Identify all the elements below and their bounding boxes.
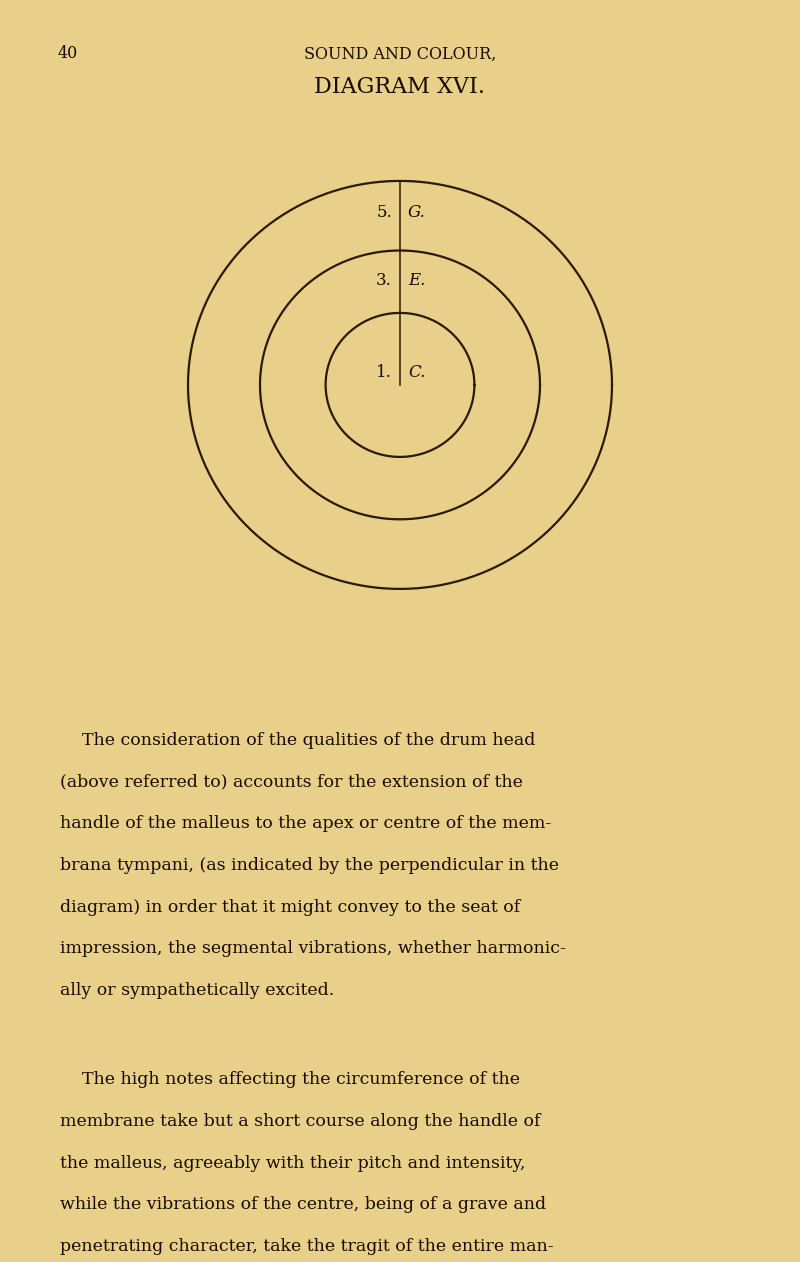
Text: penetrating character, take the tragit of the entire man-: penetrating character, take the tragit o… [60, 1238, 554, 1254]
Text: C.: C. [408, 365, 426, 381]
Text: diagram) in order that it might convey to the seat of: diagram) in order that it might convey t… [60, 899, 520, 915]
Text: while the vibrations of the centre, being of a grave and: while the vibrations of the centre, bein… [60, 1196, 546, 1213]
Text: membrane take but a short course along the handle of: membrane take but a short course along t… [60, 1113, 541, 1129]
Text: The consideration of the qualities of the drum head: The consideration of the qualities of th… [60, 732, 535, 748]
Text: 40: 40 [58, 45, 78, 62]
Text: impression, the segmental vibrations, whether harmonic-: impression, the segmental vibrations, wh… [60, 940, 566, 957]
Text: brana tympani, (as indicated by the perpendicular in the: brana tympani, (as indicated by the perp… [60, 857, 559, 873]
Text: the malleus, agreeably with their pitch and intensity,: the malleus, agreeably with their pitch … [60, 1155, 526, 1171]
Text: DIAGRAM XVI.: DIAGRAM XVI. [314, 76, 486, 97]
Text: 1.: 1. [376, 365, 392, 381]
Text: 5.: 5. [376, 204, 392, 221]
Text: G.: G. [408, 204, 426, 221]
Text: (above referred to) accounts for the extension of the: (above referred to) accounts for the ext… [60, 774, 523, 790]
Text: 3.: 3. [376, 273, 392, 289]
Text: ally or sympathetically excited.: ally or sympathetically excited. [60, 982, 334, 998]
Text: E.: E. [408, 273, 426, 289]
Text: SOUND AND COLOUR,: SOUND AND COLOUR, [304, 45, 496, 62]
Text: handle of the malleus to the apex or centre of the mem-: handle of the malleus to the apex or cen… [60, 815, 551, 832]
Text: The high notes affecting the circumference of the: The high notes affecting the circumferen… [60, 1071, 520, 1088]
